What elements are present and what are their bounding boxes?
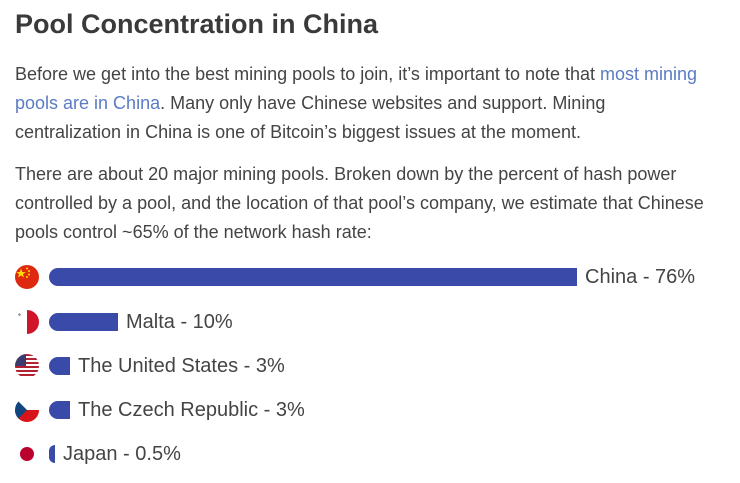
intro-text-after: . Many only have Chinese websites and su… [15,93,606,142]
intro-paragraph: Before we get into the best mining pools… [15,60,715,147]
intro-text-before: Before we get into the best mining pools… [15,64,601,84]
chart-label-united-states: The United States - 3% [78,354,285,377]
chart-row-czech-republic: The Czech Republic - 3% [15,395,725,425]
chart-bar-japan [49,445,55,463]
chart-row-japan: Japan - 0.5% [15,439,725,469]
chart-label-czech-republic: The Czech Republic - 3% [78,398,305,421]
chart-label-china: China - 76% [585,265,696,288]
chart-label-japan: Japan - 0.5% [63,442,181,465]
chart-row-malta: Malta - 10% [15,307,725,337]
chart-bar-united-states [49,357,70,375]
section-heading: Pool Concentration in China [15,9,378,39]
china-pools-link[interactable]: most mining pools are in China [15,64,698,113]
czech-flag-icon [15,398,39,422]
malta-flag-icon [15,310,39,334]
chart-row-china: China - 76% [15,262,725,292]
body-paragraph: There are about 20 major mining pools. B… [15,164,704,242]
chart-row-united-states: The United States - 3% [15,351,725,381]
chart-bar-malta [49,313,118,331]
chart-label-malta: Malta - 10% [126,310,233,333]
usa-flag-icon [15,354,39,378]
japan-flag-icon [15,442,39,466]
chart-bar-czech-republic [49,401,70,419]
china-flag-icon [15,265,39,289]
chart-bar-china [49,268,577,286]
